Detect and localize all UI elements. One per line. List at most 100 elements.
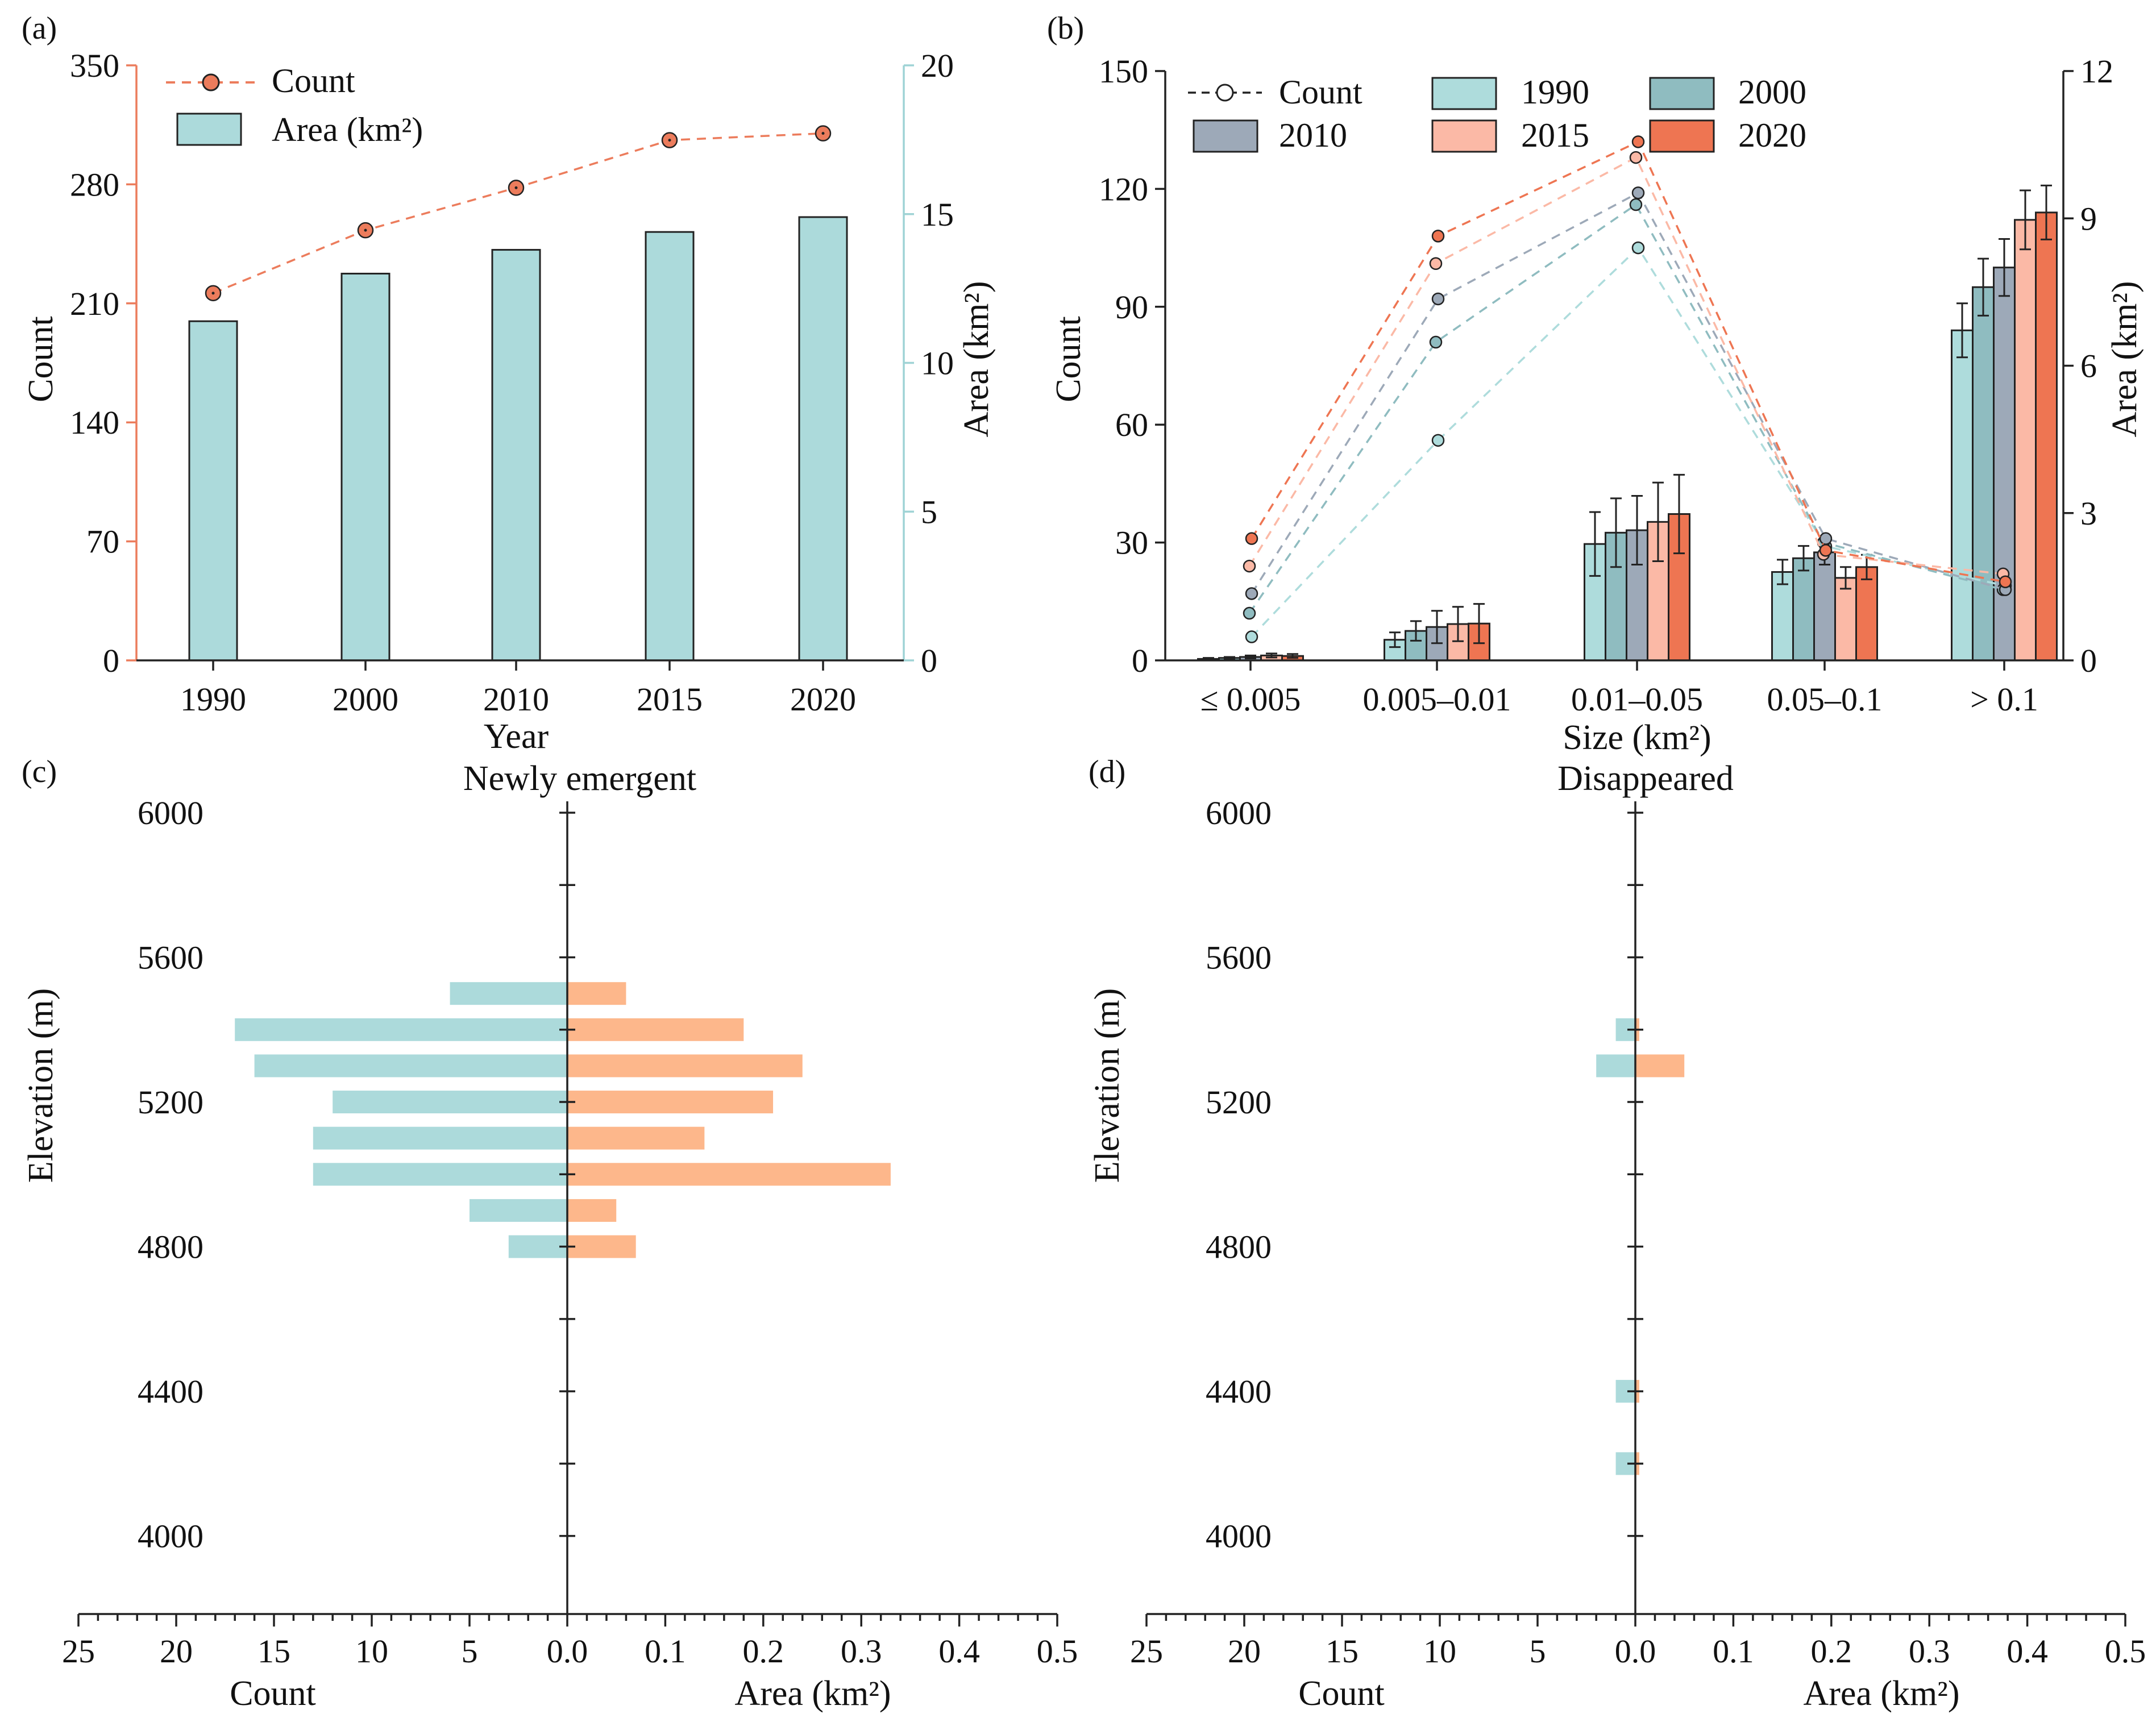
d-area-bar [1635, 1054, 1685, 1078]
b-area-bar [1813, 551, 1836, 662]
a-ytick-left-label: 210 [70, 285, 119, 322]
d-area-tick-label: 0.4 [2007, 1633, 2048, 1670]
a-ytick-right-label: 0 [921, 642, 937, 679]
b-count-point [1819, 532, 1833, 545]
c-area-tick-label: 0.4 [938, 1633, 980, 1670]
b-ytick-left-label: 120 [1099, 170, 1148, 207]
c-ytick-label: 4800 [138, 1229, 203, 1266]
b-bars [1197, 184, 2058, 662]
a-ylabel-left: Count [22, 316, 60, 402]
a-ytick-left-label: 140 [70, 404, 119, 441]
a-bars [188, 216, 848, 662]
a-xlabel: Year [484, 717, 549, 756]
b-area-bar [1834, 577, 1857, 662]
a-axes: 0 70 140 210 280 350 0 5 10 15 20 1990 2000 2010 2015 2… [70, 47, 954, 718]
c-area-tick-label: 0.3 [841, 1633, 882, 1670]
b-count-point [1431, 230, 1445, 243]
c-area-bar [567, 1018, 744, 1041]
a-legend-area-label: Area (km²) [272, 111, 423, 148]
a-legend-count-dot [202, 73, 220, 91]
b-ytick-right-label: 12 [2080, 53, 2113, 90]
d-area-tick-label: 0.1 [1713, 1633, 1754, 1670]
b-ylabel-left: Count [1049, 316, 1088, 402]
b-axes: 0 30 60 90 120 150 0 3 6 9 12 ≤ 0.005 0.005–0.01 0.01… [1099, 53, 2113, 718]
a-ytick-right-label: 20 [921, 47, 954, 84]
a-xtick-label: 2015 [637, 681, 703, 718]
b-ytick-left-label: 90 [1115, 289, 1148, 326]
b-count-point [1819, 544, 1833, 557]
panel-c: (c) Newly emergent 4000 4400 4800 5200 5600 6… [22, 754, 1078, 1713]
b-legend-2010-label: 2010 [1279, 117, 1347, 154]
b-ytick-left-label: 30 [1115, 525, 1148, 561]
c-ytick-label: 6000 [138, 795, 203, 831]
b-count-point [1631, 186, 1645, 199]
b-legend-2020-swatch [1649, 119, 1715, 153]
c-area-tick-label: 0.5 [1037, 1633, 1078, 1670]
b-ytick-right-label: 0 [2080, 642, 2097, 679]
b-count-line-2000 [1248, 203, 2004, 614]
b-area-bar [1855, 566, 1878, 662]
panel-a: (a) 0 70 140 210 280 350 0 5 10 15 20 1990 2000 2010 2… [22, 11, 996, 756]
a-legend-area-swatch [176, 113, 242, 146]
d-ytick-label: 4400 [1206, 1373, 1272, 1410]
c-count-bar [235, 1018, 567, 1041]
b-legend-2000-label: 2000 [1738, 73, 1806, 111]
b-count-point [1999, 575, 2012, 588]
b-ytick-left-label: 60 [1115, 406, 1148, 443]
b-count-point [1631, 241, 1645, 255]
c-count-bar [333, 1091, 567, 1114]
panel-label-d: (d) [1089, 754, 1125, 789]
b-legend-count-label: Count [1279, 73, 1362, 111]
d-area-tick-label: 0.2 [1811, 1633, 1852, 1670]
panel-d: (d) Disappeared 4000 4400 4800 5200 5600 6000… [1088, 754, 2146, 1713]
b-xtick-label: 0.005–0.01 [1363, 681, 1511, 718]
b-xlabel: Size (km²) [1563, 718, 1711, 757]
d-count-tick-label: 0.0 [1615, 1633, 1656, 1670]
a-count-point-center [364, 228, 367, 232]
b-count-point [1431, 434, 1445, 447]
c-count-bar [313, 1163, 567, 1186]
a-ytick-left-label: 0 [103, 642, 119, 679]
b-area-bar [2035, 211, 2058, 662]
c-area-bar [567, 1054, 803, 1078]
b-ytick-left-label: 150 [1099, 53, 1148, 90]
c-axes: 4000 4400 4800 5200 5600 6000 25 20 15 10 5 0.0 0.1 0… [62, 795, 1078, 1670]
b-legend-2010-swatch [1193, 119, 1258, 153]
a-area-bar [491, 249, 541, 662]
c-area-bar [567, 1126, 705, 1150]
d-ylabel: Elevation (m) [1088, 988, 1127, 1183]
b-legend-count-dot [1216, 84, 1234, 102]
c-count-bar [254, 1054, 568, 1078]
c-count-tick-label: 20 [160, 1633, 193, 1670]
c-bars [235, 982, 891, 1258]
d-title: Disappeared [1557, 759, 1734, 798]
a-ytick-left-label: 70 [86, 523, 119, 560]
c-area-bar [567, 982, 626, 1005]
b-area-bar [1951, 329, 1974, 662]
b-ytick-right-label: 6 [2080, 348, 2097, 385]
a-ytick-right-label: 10 [921, 345, 954, 382]
b-count-point [1245, 630, 1258, 643]
c-area-bar [567, 1199, 617, 1222]
b-ytick-right-label: 9 [2080, 200, 2097, 237]
d-area-tick-label: 0.3 [1909, 1633, 1950, 1670]
b-count-point [1431, 292, 1445, 306]
d-ytick-label: 4000 [1206, 1518, 1272, 1555]
a-legend-count-label: Count [272, 62, 355, 99]
a-ytick-left-label: 280 [70, 166, 119, 203]
b-count-lines [1243, 135, 2012, 643]
b-area-bar [2014, 219, 2037, 662]
b-ytick-right-label: 3 [2080, 495, 2097, 532]
panel-label-a: (a) [22, 11, 57, 46]
b-count-point [1429, 257, 1443, 271]
c-xlabel-area: Area (km²) [734, 1674, 891, 1713]
a-area-bar [188, 320, 238, 662]
d-count-bar [1596, 1054, 1635, 1078]
b-ytick-left-label: 0 [1132, 642, 1148, 679]
d-ytick-label: 5600 [1206, 939, 1272, 976]
b-area-bar [1972, 286, 1995, 662]
a-ytick-left-label: 350 [70, 47, 119, 84]
b-count-line-2015 [1248, 156, 2004, 575]
c-count-tick-label: 5 [462, 1633, 478, 1670]
c-ytick-label: 4400 [138, 1373, 203, 1410]
